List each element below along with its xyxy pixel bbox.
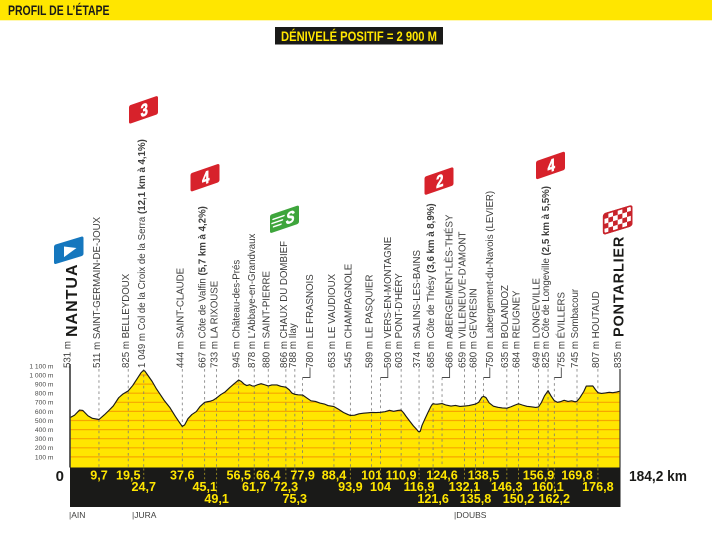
svg-text:945 m Château-des-Prés: 945 m Château-des-Prés [232, 260, 243, 368]
svg-text:37,6: 37,6 [170, 468, 195, 482]
svg-text:162,2: 162,2 [539, 492, 571, 506]
svg-text:1 100 m: 1 100 m [29, 363, 54, 370]
svg-text:88,4: 88,4 [322, 468, 347, 482]
svg-text:DÉNIVELÉ POSITIF = 2 900 M: DÉNIVELÉ POSITIF = 2 900 M [281, 28, 437, 44]
svg-text:755 m ÉVILLERS: 755 m ÉVILLERS [556, 292, 567, 368]
svg-text:4: 4 [202, 168, 209, 189]
svg-text:825 m Côte de Longeville (2,5: 825 m Côte de Longeville (2,5 km à 5,5%) [541, 186, 552, 368]
svg-text:0: 0 [56, 468, 64, 485]
svg-text:900 m: 900 m [35, 382, 54, 389]
svg-text:680 m GEVRESIN: 680 m GEVRESIN [469, 288, 480, 368]
svg-text:545 m CHAMPAGNOLE: 545 m CHAMPAGNOLE [343, 263, 354, 368]
svg-text:110,9: 110,9 [386, 468, 417, 482]
svg-text:NANTUA: NANTUA [64, 263, 81, 337]
svg-text:750 m Labergement-du-Navois (L: 750 m Labergement-du-Navois (LEVIER) [485, 191, 496, 368]
svg-text:146,3: 146,3 [491, 480, 523, 494]
svg-text:138,5: 138,5 [468, 468, 500, 482]
svg-text:3: 3 [141, 100, 148, 121]
svg-text:684 m REUGNEY: 684 m REUGNEY [512, 290, 523, 368]
svg-text:19,5: 19,5 [116, 468, 141, 482]
svg-text:788 m Ilay: 788 m Ilay [288, 323, 299, 368]
svg-text:635 m BOLANDOZ: 635 m BOLANDOZ [500, 285, 511, 368]
svg-text:653 m LE VAUDIOUX: 653 m LE VAUDIOUX [327, 273, 338, 368]
svg-text:|DOUBS: |DOUBS [454, 510, 487, 520]
svg-text:1 049 m Col de la Croix de la: 1 049 m Col de la Croix de la Serra (12,… [137, 139, 148, 368]
svg-text:880 m SAINT-PIERRE: 880 m SAINT-PIERRE [261, 271, 272, 368]
svg-text:S: S [286, 207, 296, 229]
svg-text:100 m: 100 m [35, 454, 54, 461]
svg-text:589 m LE PASQUIER: 589 m LE PASQUIER [365, 274, 376, 368]
svg-text:160,1: 160,1 [532, 480, 564, 494]
svg-text:135,8: 135,8 [460, 492, 492, 506]
svg-text:400 m: 400 m [35, 427, 54, 434]
svg-text:590 m VERS-EN-MONTAGNE: 590 m VERS-EN-MONTAGNE [383, 236, 394, 368]
svg-text:49,1: 49,1 [204, 492, 229, 506]
svg-text:61,7: 61,7 [242, 480, 267, 494]
svg-text:1 000 m: 1 000 m [29, 372, 54, 379]
svg-text:835 m: 835 m [613, 341, 624, 368]
svg-text:77,9: 77,9 [290, 468, 315, 482]
svg-text:649 m LONGEVILLE: 649 m LONGEVILLE [532, 278, 543, 368]
svg-text:75,3: 75,3 [283, 492, 308, 506]
svg-text:101: 101 [361, 468, 382, 482]
svg-text:|AIN: |AIN [69, 510, 85, 520]
svg-text:104: 104 [370, 480, 391, 494]
svg-text:300 m: 300 m [35, 436, 54, 443]
svg-text:2: 2 [436, 171, 443, 192]
svg-text:686 m ABERGEMENT-LÈS-THÉSY: 686 m ABERGEMENT-LÈS-THÉSY [445, 214, 456, 368]
svg-text:4: 4 [548, 156, 555, 177]
svg-text:685 m Côte de Thésy (3,6 km à: 685 m Côte de Thésy (3,6 km à 8,9%) [426, 203, 437, 368]
svg-text:667 m Côte de Valfin (5,7 km à: 667 m Côte de Valfin (5,7 km à 4,2%) [198, 206, 209, 368]
svg-text:600 m: 600 m [35, 409, 54, 416]
svg-text:121,6: 121,6 [417, 492, 449, 506]
svg-text:|JURA: |JURA [132, 510, 157, 520]
svg-text:PONTARLIER: PONTARLIER [612, 236, 628, 337]
svg-text:176,8: 176,8 [582, 480, 614, 494]
svg-text:184,2 km: 184,2 km [629, 468, 687, 485]
svg-text:511 m SAINT-GERMAIN-DE-JOUX: 511 m SAINT-GERMAIN-DE-JOUX [92, 216, 103, 368]
svg-text:800 m: 800 m [35, 391, 54, 398]
svg-text:156,9: 156,9 [523, 468, 555, 482]
svg-text:444 m SAINT-CLAUDE: 444 m SAINT-CLAUDE [175, 267, 186, 368]
svg-text:807 m HOUTAUD: 807 m HOUTAUD [591, 291, 602, 368]
svg-text:116,9: 116,9 [404, 480, 435, 494]
svg-text:93,9: 93,9 [338, 480, 363, 494]
svg-text:866 m CHAUX DU DOMBIEF: 866 m CHAUX DU DOMBIEF [279, 241, 290, 368]
svg-text:878 m L'Abbaye-en-Grandvaux: 878 m L'Abbaye-en-Grandvaux [247, 234, 258, 368]
svg-text:825 m BELLEYDOUX: 825 m BELLEYDOUX [121, 273, 132, 368]
svg-text:150,2: 150,2 [503, 492, 535, 506]
svg-text:500 m: 500 m [35, 418, 54, 425]
svg-text:66,4: 66,4 [256, 468, 281, 482]
svg-text:24,7: 24,7 [132, 480, 157, 494]
svg-text:200 m: 200 m [35, 445, 54, 452]
svg-text:659 m VILLENEUVE-D'AMONT: 659 m VILLENEUVE-D'AMONT [457, 231, 468, 368]
svg-text:72,3: 72,3 [274, 480, 299, 494]
svg-text:780 m LE FRASNOIS: 780 m LE FRASNOIS [305, 274, 316, 368]
svg-text:124,6: 124,6 [426, 468, 458, 482]
svg-text:169,8: 169,8 [561, 468, 593, 482]
svg-text:PROFIL DE L’ÉTAPE: PROFIL DE L’ÉTAPE [8, 2, 110, 18]
svg-text:700 m: 700 m [35, 400, 54, 407]
svg-text:56,5: 56,5 [226, 468, 251, 482]
svg-text:603 m PONT-D'HÉRY: 603 m PONT-D'HÉRY [394, 273, 405, 368]
svg-text:45,1: 45,1 [192, 480, 217, 494]
svg-text:374 m SALINS-LES-BAINS: 374 m SALINS-LES-BAINS [412, 250, 423, 368]
svg-text:9,7: 9,7 [90, 468, 108, 482]
svg-text:745 m Sombacour: 745 m Sombacour [570, 288, 581, 368]
svg-text:531 m: 531 m [63, 341, 74, 368]
svg-text:733 m LA RIXOUSE: 733 m LA RIXOUSE [210, 280, 221, 368]
svg-text:132,1: 132,1 [449, 480, 481, 494]
